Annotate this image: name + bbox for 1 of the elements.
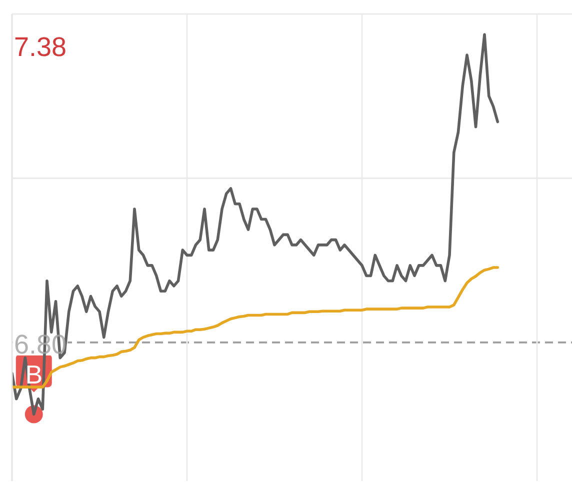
y-tick-label: 7.38 [14, 32, 67, 62]
